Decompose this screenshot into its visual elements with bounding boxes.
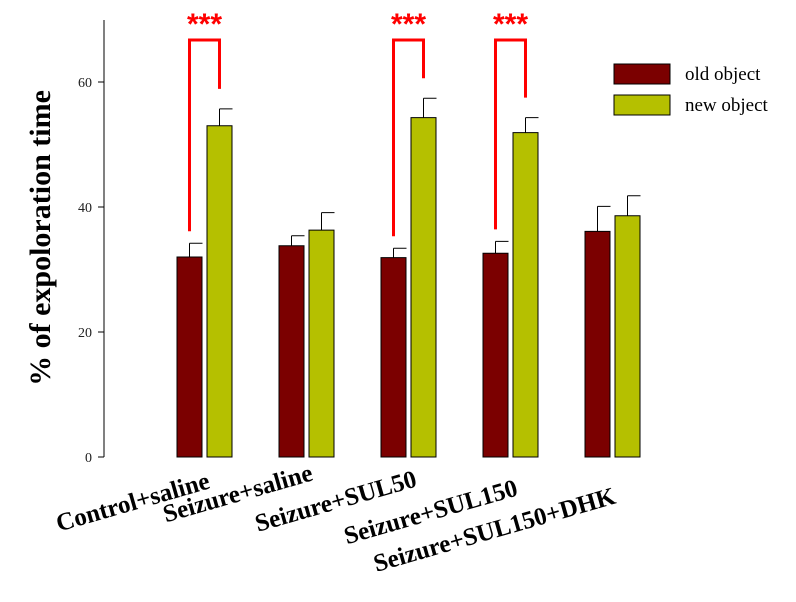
bar	[380, 257, 407, 458]
chart-bars	[176, 97, 641, 458]
legend-swatch	[613, 94, 671, 116]
y-tick-label: 20	[78, 326, 92, 341]
y-tick-label: 60	[78, 76, 92, 91]
y-tick-label: 40	[78, 201, 92, 216]
significance-stars: ***	[493, 8, 528, 41]
significance-stars: ***	[391, 8, 426, 41]
legend-label: new object	[685, 95, 769, 116]
bar	[482, 252, 509, 458]
legend-swatch	[613, 63, 671, 85]
significance-bracket	[188, 38, 221, 232]
bar	[176, 256, 203, 458]
significance-brackets: *** *** ***	[187, 8, 528, 237]
bar	[410, 117, 437, 458]
bar	[584, 230, 611, 458]
legend-label: old object	[685, 64, 761, 85]
category-labels: Control+salineSeizure+salineSeizure+SUL5…	[53, 460, 619, 578]
y-tick-label: 0	[85, 451, 92, 466]
bar	[308, 229, 335, 458]
bar	[278, 245, 305, 458]
bar	[614, 215, 641, 458]
significance-bracket	[392, 38, 425, 237]
chart-legend: old object new object	[613, 63, 769, 116]
significance-bracket	[494, 38, 527, 230]
bar	[206, 125, 233, 458]
significance-stars: ***	[187, 8, 222, 41]
bar	[512, 132, 539, 458]
y-axis-label: % of expoloration time	[24, 90, 57, 386]
chart-axes: 0 20 40 60	[78, 20, 105, 466]
